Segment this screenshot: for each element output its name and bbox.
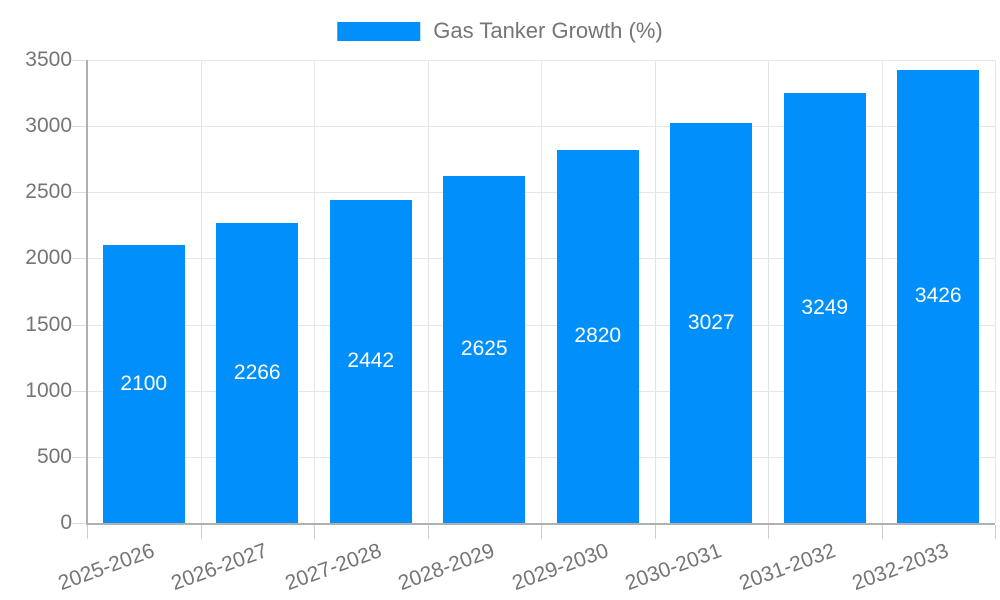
bar[interactable]: 2625 bbox=[443, 175, 526, 523]
y-axis-tick bbox=[72, 126, 87, 128]
y-axis-label: 3500 bbox=[25, 48, 72, 71]
x-gridline bbox=[768, 60, 769, 523]
x-axis-tick bbox=[654, 525, 656, 539]
x-axis-tick bbox=[200, 525, 202, 539]
x-axis-tick bbox=[427, 525, 429, 539]
x-axis-tick bbox=[995, 525, 996, 539]
y-axis-label: 0 bbox=[60, 511, 72, 534]
y-axis-line bbox=[86, 60, 88, 523]
x-gridline bbox=[314, 60, 315, 523]
bar-value-label: 2820 bbox=[574, 324, 622, 348]
x-gridline bbox=[427, 60, 429, 523]
y-axis-tick bbox=[72, 192, 87, 194]
bar-value-label: 2442 bbox=[347, 349, 395, 373]
y-axis-tick bbox=[72, 390, 87, 392]
x-gridline bbox=[541, 60, 542, 523]
bar-value-label: 2266 bbox=[233, 361, 281, 385]
legend-item[interactable]: Gas Tanker Growth (%) bbox=[337, 18, 663, 44]
x-axis-tick bbox=[314, 525, 315, 539]
x-axis-tick bbox=[87, 525, 88, 539]
bar[interactable]: 3426 bbox=[897, 69, 980, 523]
y-axis-label: 2000 bbox=[25, 246, 72, 270]
y-axis-label: 1500 bbox=[25, 312, 72, 336]
bar-value-label: 3249 bbox=[801, 296, 849, 320]
bar[interactable]: 3249 bbox=[783, 93, 866, 523]
bar[interactable]: 2442 bbox=[329, 199, 412, 523]
x-gridline bbox=[881, 60, 883, 523]
y-axis-label: 1000 bbox=[25, 378, 72, 402]
bar[interactable]: 2100 bbox=[102, 245, 185, 523]
legend-swatch bbox=[337, 21, 421, 41]
x-axis-tick bbox=[768, 525, 769, 539]
x-axis-line bbox=[86, 523, 995, 525]
x-gridline bbox=[995, 60, 996, 523]
x-axis-tick bbox=[881, 525, 883, 539]
x-axis-tick bbox=[541, 525, 542, 539]
bar[interactable]: 3027 bbox=[670, 122, 753, 523]
bar-value-label: 2625 bbox=[460, 337, 508, 361]
bar[interactable]: 2266 bbox=[216, 223, 299, 523]
y-axis-tick bbox=[72, 523, 87, 524]
x-gridline bbox=[200, 60, 202, 523]
y-axis-tick bbox=[72, 324, 87, 326]
legend-label: Gas Tanker Growth (%) bbox=[433, 18, 663, 43]
x-gridline bbox=[654, 60, 656, 523]
bar-value-label: 3027 bbox=[687, 310, 735, 334]
bar-value-label: 3426 bbox=[914, 284, 962, 308]
y-axis-tick bbox=[72, 456, 87, 458]
bar-value-label: 2100 bbox=[120, 372, 168, 396]
y-axis-label: 2500 bbox=[25, 180, 72, 204]
y-axis-tick bbox=[72, 60, 87, 61]
bar[interactable]: 2820 bbox=[556, 149, 639, 523]
y-axis-tick bbox=[72, 258, 87, 260]
y-axis-label: 3000 bbox=[25, 114, 72, 138]
y-axis-label: 500 bbox=[36, 444, 72, 468]
